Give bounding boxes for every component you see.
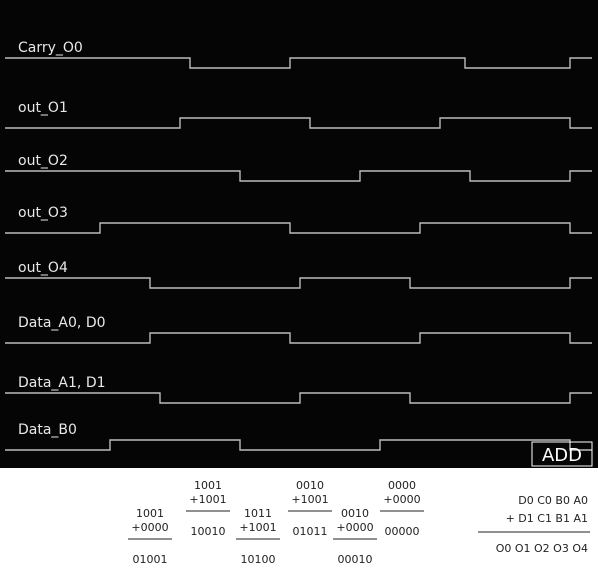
waveform <box>5 222 592 234</box>
sums: 1001+0000010011001+1001100101011+1001101… <box>128 479 424 566</box>
waveform <box>5 439 592 451</box>
operand: +0000 <box>336 521 373 534</box>
sum: 1001+0000 01001 <box>128 507 172 566</box>
operand: 1001 <box>136 507 164 520</box>
mode-box <box>531 441 593 467</box>
operand: +1001 <box>239 521 276 534</box>
waveform <box>5 392 592 404</box>
channel-label: Data_A1, D1 <box>18 375 106 391</box>
operand: 0010 <box>341 507 369 520</box>
channel-label: Carry_O0 <box>18 40 83 56</box>
operand: 1001 <box>194 479 222 492</box>
channel-label: out_O3 <box>18 205 68 221</box>
sum: 1011+1001 10100 <box>236 507 280 566</box>
legend-top: D0 C0 B0 A0 <box>518 494 588 507</box>
waveform <box>5 170 592 182</box>
channel-label: Data_A0, D0 <box>18 315 106 331</box>
result: 01001 <box>133 553 168 566</box>
operand: +1001 <box>189 493 226 506</box>
result: 00000 <box>385 525 420 538</box>
operand: 0010 <box>296 479 324 492</box>
channel-labels: Carry_O0 out_O1 out_O2 out_O3 out_O4 Data_A0,… <box>18 40 106 438</box>
operand: +0000 <box>383 493 420 506</box>
sum: 0000+0000 00000 <box>380 479 424 538</box>
waveform <box>5 57 592 69</box>
operand: +1001 <box>291 493 328 506</box>
channel-label: out_O4 <box>18 260 68 276</box>
mode-label: ADD <box>542 445 582 466</box>
waveform <box>5 277 592 289</box>
sum: 1001+1001 10010 <box>186 479 230 538</box>
waveform <box>5 332 592 344</box>
scope-screen <box>0 0 598 468</box>
result: 10010 <box>191 525 226 538</box>
result: 00010 <box>338 553 373 566</box>
result: 01011 <box>293 525 328 538</box>
operand: 0000 <box>388 479 416 492</box>
operand: 1011 <box>244 507 272 520</box>
sum: 0010+0000 00010 <box>333 507 377 566</box>
channel-label: out_O2 <box>18 153 68 169</box>
result: 10100 <box>241 553 276 566</box>
operand: +0000 <box>131 521 168 534</box>
waveform <box>5 117 592 129</box>
legend-bottom: + D1 C1 B1 A1 <box>506 512 588 525</box>
legend-result: O0 O1 O2 O3 O4 <box>496 542 588 555</box>
sum: 0010+1001 01011 <box>288 479 332 538</box>
channel-label: out_O1 <box>18 100 68 116</box>
channel-label: Data_B0 <box>18 422 77 438</box>
waveforms <box>5 57 592 451</box>
